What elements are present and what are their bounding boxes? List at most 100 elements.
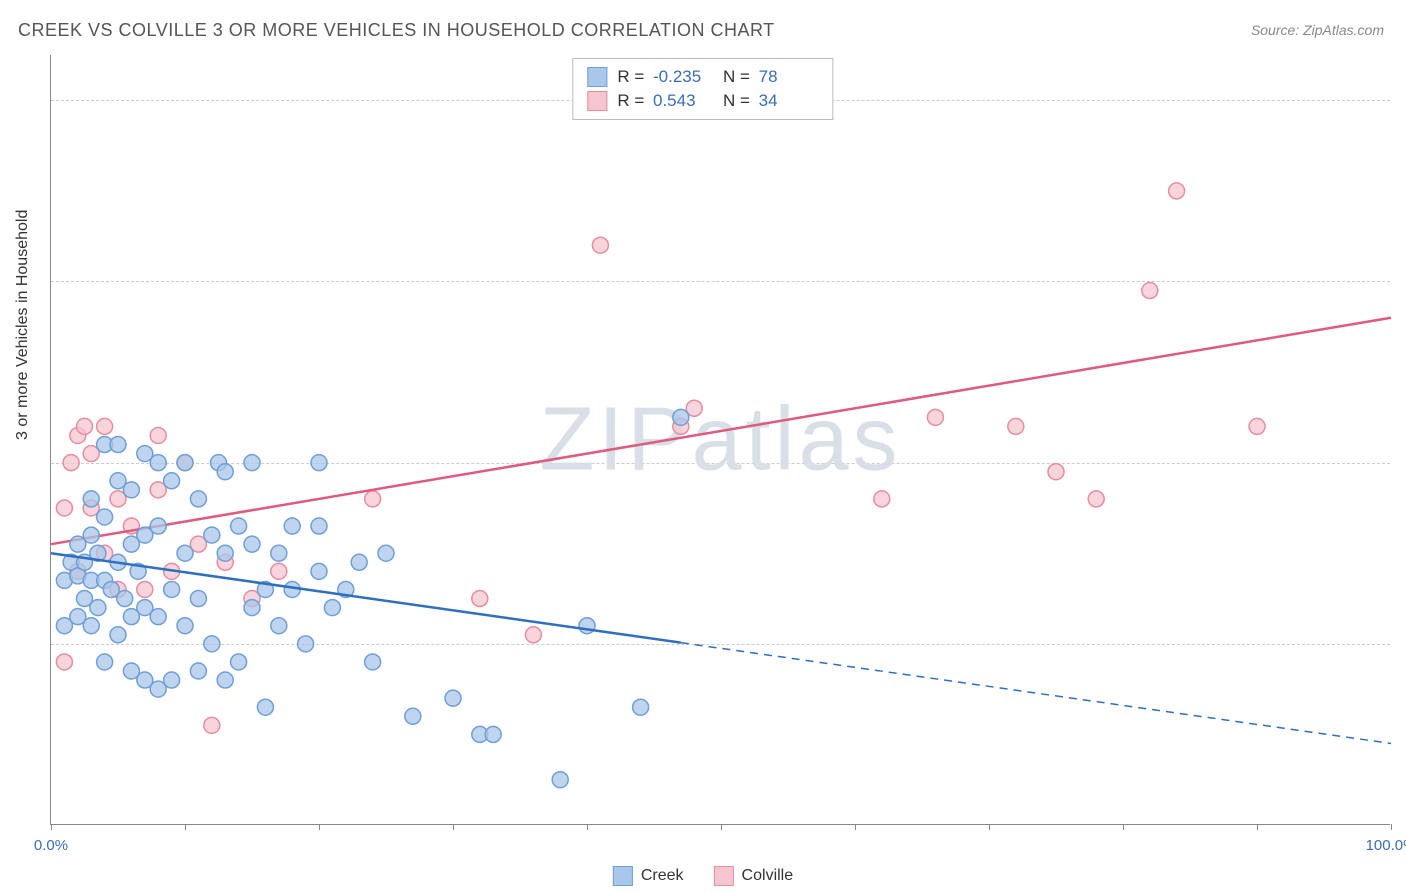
- stats-row-colville: R = 0.543 N = 34: [587, 89, 818, 113]
- data-point: [311, 563, 327, 579]
- data-point: [472, 591, 488, 607]
- data-point: [284, 518, 300, 534]
- data-point: [150, 427, 166, 443]
- swatch-colville: [587, 91, 607, 111]
- data-point: [110, 437, 126, 453]
- data-point: [110, 627, 126, 643]
- data-point: [378, 545, 394, 561]
- data-point: [231, 654, 247, 670]
- swatch-creek: [587, 67, 607, 87]
- data-point: [97, 418, 113, 434]
- data-point: [137, 581, 153, 597]
- data-point: [405, 708, 421, 724]
- x-tick: [453, 824, 454, 830]
- data-point: [97, 654, 113, 670]
- data-point: [257, 699, 273, 715]
- x-tick: [855, 824, 856, 830]
- x-tick: [721, 824, 722, 830]
- data-point: [97, 509, 113, 525]
- chart-title: CREEK VS COLVILLE 3 OR MORE VEHICLES IN …: [18, 20, 775, 41]
- data-point: [324, 600, 340, 616]
- x-tick: [1257, 824, 1258, 830]
- data-point: [190, 591, 206, 607]
- data-point: [217, 672, 233, 688]
- data-point: [56, 654, 72, 670]
- data-point: [271, 563, 287, 579]
- creek-r-value: -0.235: [653, 67, 713, 87]
- data-point: [365, 654, 381, 670]
- creek-n-value: 78: [759, 67, 819, 87]
- data-point: [271, 545, 287, 561]
- data-point: [164, 672, 180, 688]
- data-point: [445, 690, 461, 706]
- data-point: [365, 491, 381, 507]
- data-point: [77, 418, 93, 434]
- data-point: [150, 518, 166, 534]
- data-point: [123, 482, 139, 498]
- data-point: [1088, 491, 1104, 507]
- data-point: [231, 518, 247, 534]
- data-point: [117, 591, 133, 607]
- r-label: R =: [617, 67, 644, 86]
- data-point: [83, 618, 99, 634]
- data-point: [673, 409, 689, 425]
- data-point: [190, 663, 206, 679]
- swatch-creek: [613, 866, 633, 886]
- data-point: [552, 772, 568, 788]
- data-point: [1249, 418, 1265, 434]
- source-attribution: Source: ZipAtlas.com: [1251, 22, 1384, 38]
- data-point: [177, 618, 193, 634]
- colville-r-value: 0.543: [653, 91, 713, 111]
- y-tick-label: 80.0%: [1395, 92, 1406, 109]
- data-point: [217, 464, 233, 480]
- legend-label-colville: Colville: [742, 867, 794, 885]
- data-point: [217, 545, 233, 561]
- data-point: [1169, 183, 1185, 199]
- x-tick-label: 0.0%: [34, 837, 68, 854]
- data-point: [150, 455, 166, 471]
- data-point: [633, 699, 649, 715]
- data-point: [271, 618, 287, 634]
- x-tick: [587, 824, 588, 830]
- n-label: N =: [723, 91, 750, 110]
- data-point: [244, 455, 260, 471]
- stats-legend-box: R = -0.235 N = 78 R = 0.543 N = 34: [572, 58, 833, 120]
- legend-item-creek: Creek: [613, 866, 684, 886]
- stats-row-creek: R = -0.235 N = 78: [587, 65, 818, 89]
- swatch-colville: [714, 866, 734, 886]
- data-point: [204, 636, 220, 652]
- data-point: [485, 726, 501, 742]
- x-tick: [989, 824, 990, 830]
- data-point: [90, 600, 106, 616]
- regression-line-dashed: [681, 643, 1391, 744]
- data-point: [244, 600, 260, 616]
- data-point: [177, 545, 193, 561]
- data-point: [56, 500, 72, 516]
- x-tick: [51, 824, 52, 830]
- x-tick: [1391, 824, 1392, 830]
- data-point: [164, 473, 180, 489]
- data-point: [204, 717, 220, 733]
- data-point: [150, 609, 166, 625]
- data-point: [83, 491, 99, 507]
- regression-line: [51, 318, 1391, 544]
- x-tick-label: 100.0%: [1366, 837, 1406, 854]
- data-point: [927, 409, 943, 425]
- r-label: R =: [617, 91, 644, 110]
- data-point: [311, 455, 327, 471]
- y-tick-label: 40.0%: [1395, 454, 1406, 471]
- data-point: [83, 527, 99, 543]
- colville-n-value: 34: [759, 91, 819, 111]
- data-point: [164, 581, 180, 597]
- y-tick-label: 60.0%: [1395, 273, 1406, 290]
- x-tick: [185, 824, 186, 830]
- legend-label-creek: Creek: [641, 867, 684, 885]
- data-point: [204, 527, 220, 543]
- data-point: [63, 455, 79, 471]
- scatter-chart: [51, 55, 1390, 824]
- data-point: [1008, 418, 1024, 434]
- data-point: [1048, 464, 1064, 480]
- bottom-legend: Creek Colville: [613, 866, 793, 886]
- data-point: [190, 491, 206, 507]
- data-point: [592, 237, 608, 253]
